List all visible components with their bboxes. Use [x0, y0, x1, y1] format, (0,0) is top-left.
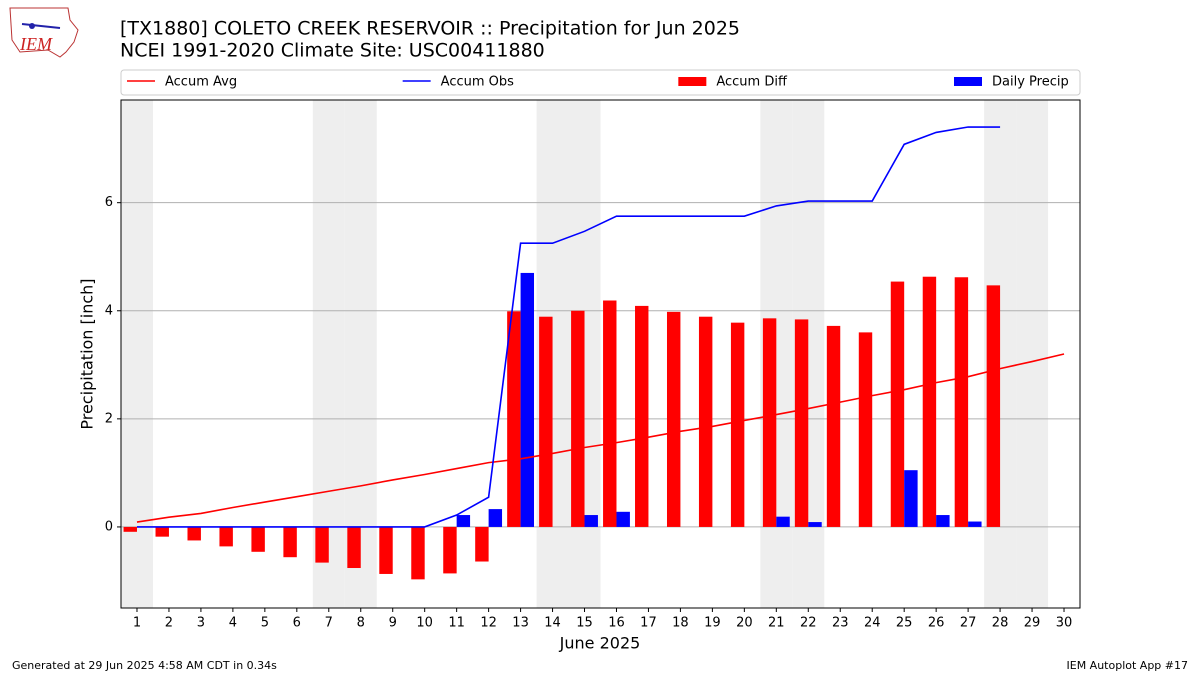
x-tick-label: 12 — [480, 616, 497, 631]
bar — [456, 515, 471, 527]
bar — [826, 325, 841, 527]
bar — [520, 272, 535, 527]
bar — [539, 316, 553, 527]
x-tick-label: 10 — [416, 616, 433, 631]
weekend-shade — [312, 100, 345, 608]
x-tick-label: 20 — [736, 616, 753, 631]
y-tick-label: 0 — [105, 519, 113, 534]
x-tick-label: 28 — [992, 616, 1009, 631]
bar — [488, 509, 503, 527]
x-tick-label: 11 — [448, 616, 465, 631]
bar — [890, 281, 905, 527]
bar — [922, 276, 937, 527]
x-tick-label: 1 — [133, 616, 141, 631]
x-tick-label: 18 — [672, 616, 689, 631]
logo-text: IEM — [19, 34, 53, 54]
x-tick-label: 7 — [325, 616, 333, 631]
x-tick-label: 23 — [832, 616, 849, 631]
plot-frame — [120, 99, 1081, 609]
legend-swatch — [954, 77, 982, 86]
x-tick-label: 14 — [544, 616, 561, 631]
bar — [986, 285, 1001, 527]
bar — [507, 311, 521, 527]
bar — [904, 470, 918, 527]
bar — [187, 526, 201, 541]
weekend-shade — [1016, 100, 1049, 608]
bar — [251, 526, 265, 552]
bar — [936, 515, 950, 527]
x-tick-label: 4 — [229, 616, 237, 631]
line-1 — [136, 126, 1001, 528]
bar — [123, 526, 137, 532]
bar — [443, 526, 457, 574]
x-tick-label: 29 — [1024, 616, 1041, 631]
y-axis-label: Precipitation [inch] — [78, 278, 97, 429]
x-tick-label: 22 — [800, 616, 817, 631]
line-0 — [136, 353, 1065, 523]
bar — [603, 300, 617, 527]
bar — [635, 305, 649, 527]
x-tick-label: 5 — [261, 616, 269, 631]
x-tick-label: 25 — [896, 616, 913, 631]
chart-subtitle: NCEI 1991-2020 Climate Site: USC00411880 — [120, 40, 545, 62]
x-tick-label: 27 — [960, 616, 977, 631]
bar — [347, 526, 361, 569]
x-tick-label: 9 — [389, 616, 397, 631]
bar — [698, 316, 713, 527]
x-tick-label: 8 — [357, 616, 365, 631]
logo: IEM — [9, 7, 79, 58]
bar — [379, 526, 393, 574]
bar — [968, 521, 982, 527]
bar — [808, 522, 822, 527]
bar — [571, 310, 585, 527]
bar — [411, 526, 425, 580]
x-tick-label: 30 — [1056, 616, 1073, 631]
y-tick-label: 2 — [105, 411, 113, 426]
x-tick-label: 21 — [768, 616, 785, 631]
bar — [730, 322, 745, 527]
bar — [858, 332, 873, 527]
legend-label: Accum Diff — [716, 75, 788, 90]
x-tick-label: 6 — [293, 616, 301, 631]
legend-swatch — [678, 77, 707, 86]
bar — [155, 526, 169, 537]
bar — [666, 311, 681, 527]
legend-label: Accum Avg — [165, 75, 237, 90]
bar — [794, 319, 809, 527]
bar — [776, 516, 790, 527]
footer-right: IEM Autoplot App #17 — [1067, 659, 1189, 672]
chart-title: [TX1880] COLETO CREEK RESERVOIR :: Preci… — [120, 18, 740, 40]
x-axis-label: June 2025 — [559, 634, 641, 653]
bar — [475, 526, 489, 562]
y-tick-label: 4 — [105, 303, 113, 318]
bar — [315, 526, 329, 563]
x-tick-label: 3 — [197, 616, 205, 631]
weekend-shade — [344, 100, 377, 608]
y-tick-label: 6 — [105, 195, 113, 210]
x-tick-label: 16 — [608, 616, 625, 631]
x-tick-label: 17 — [640, 616, 657, 631]
x-tick-label: 26 — [928, 616, 945, 631]
legend-label: Accum Obs — [441, 75, 514, 90]
bar — [954, 277, 969, 527]
legend-label: Daily Precip — [992, 75, 1069, 90]
bar — [762, 318, 777, 527]
x-tick-label: 19 — [704, 616, 721, 631]
legend — [120, 69, 1081, 96]
bar — [616, 511, 630, 527]
footer-left: Generated at 29 Jun 2025 4:58 AM CDT in … — [12, 659, 277, 672]
x-tick-label: 13 — [512, 616, 529, 631]
x-tick-label: 2 — [165, 616, 173, 631]
bar — [219, 526, 233, 547]
x-tick-label: 15 — [576, 616, 593, 631]
x-tick-label: 24 — [864, 616, 881, 631]
bar — [283, 526, 297, 558]
weekend-shade — [121, 100, 153, 608]
bar — [584, 515, 598, 527]
plot-area — [121, 100, 1080, 608]
